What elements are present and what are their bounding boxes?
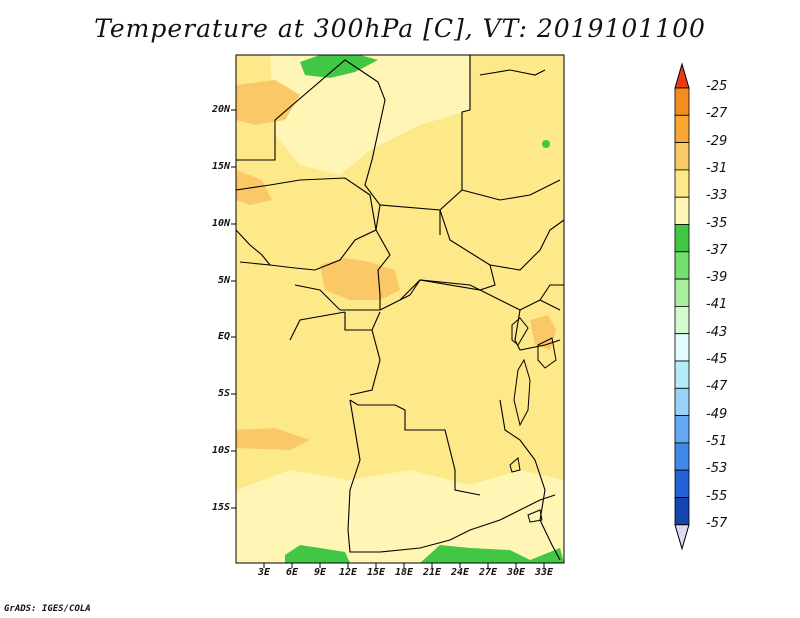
colorbar-band xyxy=(674,169,690,198)
colorbar-band xyxy=(674,387,690,416)
colorbar-label: -47 xyxy=(706,379,728,395)
colorbar-label: -41 xyxy=(706,297,728,313)
country-boundaries xyxy=(235,55,565,561)
colorbar-label: -37 xyxy=(706,242,728,258)
temperature-field-35-33-north xyxy=(270,55,470,175)
latitude-label: 5S xyxy=(217,388,230,399)
longitude-label: 24E xyxy=(450,567,470,578)
longitude-ticks xyxy=(263,563,545,568)
colorbar-band xyxy=(674,497,690,526)
latitude-label: 15S xyxy=(211,502,230,513)
latitude-label: 15N xyxy=(211,161,230,172)
colorbar-label: -35 xyxy=(706,215,728,231)
colorbar-label: -29 xyxy=(706,133,728,149)
longitude-label: 3E xyxy=(257,567,271,578)
longitude-label: 33E xyxy=(534,567,554,578)
longitude-label: 6E xyxy=(285,567,299,578)
colorbar-top-arrow xyxy=(674,62,690,89)
temperature-field-31-29-patch xyxy=(236,80,300,125)
colorbar-label: -27 xyxy=(706,106,728,122)
latitude-label: EQ xyxy=(217,331,230,342)
colorbar-label: -33 xyxy=(706,188,728,204)
temperature-field-31-29-patch xyxy=(530,315,556,350)
colorbar-label: -51 xyxy=(706,433,728,449)
latitude-label: 20N xyxy=(211,104,230,115)
colorbar-label: -57 xyxy=(706,515,728,531)
grads-credit: GrADS: IGES/COLA xyxy=(4,604,91,614)
colorbar-label: -45 xyxy=(706,352,728,367)
colorbar-band xyxy=(674,415,690,444)
colorbar-label: -31 xyxy=(706,160,728,176)
temperature-field-37-35 xyxy=(285,545,350,563)
colorbar xyxy=(674,62,690,551)
latitude-ticks xyxy=(231,109,236,509)
colorbar-label: -25 xyxy=(706,79,728,94)
longitude-label: 30E xyxy=(506,567,526,578)
colorbar-band xyxy=(674,142,690,171)
temperature-field-37-35 xyxy=(542,140,550,148)
map-plot xyxy=(231,54,565,568)
longitude-label: 27E xyxy=(478,567,498,578)
colorbar-label: -55 xyxy=(706,488,728,504)
colorbar-band xyxy=(674,114,690,144)
colorbar-label: -53 xyxy=(706,461,728,477)
colorbar-band xyxy=(674,251,690,280)
longitude-label: 15E xyxy=(366,567,386,578)
colorbar-label: -39 xyxy=(706,270,728,286)
temperature-field-37-35 xyxy=(300,55,378,78)
colorbar-band xyxy=(674,360,690,389)
longitude-label: 18E xyxy=(394,567,414,578)
map-frame xyxy=(235,54,565,564)
map-title: Temperature at 300hPa [C], VT: 201910110… xyxy=(94,14,706,43)
colorbar-band xyxy=(674,278,690,307)
latitude-label: 5N xyxy=(217,275,230,286)
colorbar-band xyxy=(674,469,690,498)
colorbar-band xyxy=(674,196,690,225)
colorbar-band xyxy=(674,224,690,253)
longitude-label: 21E xyxy=(422,567,442,578)
colorbar-label: -43 xyxy=(706,324,728,340)
temperature-field-31-29-patch xyxy=(236,428,310,450)
temperature-field-35-33-south xyxy=(236,470,564,563)
colorbar-band xyxy=(674,87,690,116)
longitude-label: 12E xyxy=(338,567,358,578)
colorbar-label: -49 xyxy=(706,406,728,422)
colorbar-band xyxy=(674,305,690,335)
latitude-label: 10N xyxy=(211,218,230,229)
colorbar-band xyxy=(674,333,690,362)
latitude-label: 10S xyxy=(211,445,230,456)
longitude-label: 9E xyxy=(313,567,327,578)
colorbar-bottom-arrow xyxy=(674,524,690,551)
temperature-field-37-35 xyxy=(420,545,564,563)
colorbar-band xyxy=(674,442,690,471)
lake-outlines xyxy=(509,317,557,523)
